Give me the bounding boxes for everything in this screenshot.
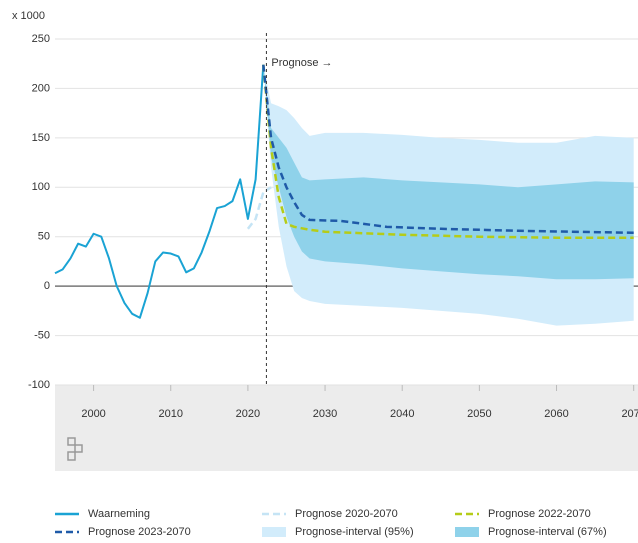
- x-tick-label: 2020: [236, 408, 260, 420]
- x-tick-label: 2030: [313, 408, 337, 420]
- legend-label: Prognose-interval (95%): [295, 526, 414, 538]
- x-tick-label: 2060: [544, 408, 568, 420]
- series-line: [54, 64, 265, 319]
- series-line: [262, 64, 634, 239]
- x-tick-label: 2070: [621, 408, 638, 420]
- y-tick-label: -50: [34, 329, 50, 341]
- series-line: [262, 64, 634, 235]
- band: [263, 64, 634, 280]
- unit-label: x 1000: [12, 10, 45, 22]
- x-tick-label: 2010: [158, 408, 182, 420]
- legend-label: Prognose-interval (67%): [488, 526, 607, 538]
- logo: [67, 437, 83, 461]
- y-tick-label: 100: [32, 181, 50, 193]
- legend-swatch: [262, 527, 286, 537]
- x-tick-label: 2040: [390, 408, 414, 420]
- x-tick-label: 2000: [81, 408, 105, 420]
- axis-panel: [55, 385, 638, 471]
- x-tick-label: 2050: [467, 408, 491, 420]
- y-tick-label: 200: [32, 82, 50, 94]
- legend-label: Prognose 2022-2070: [488, 508, 591, 520]
- y-tick-label: 0: [44, 280, 50, 292]
- y-tick-label: 50: [38, 231, 50, 243]
- legend-swatch: [455, 527, 479, 537]
- series-line: [246, 186, 272, 230]
- legend-label: Waarneming: [88, 508, 150, 520]
- y-tick-label: 150: [32, 132, 50, 144]
- annotation: Prognose →: [271, 57, 332, 69]
- y-tick-label: -100: [28, 379, 50, 391]
- y-tick-label: 250: [32, 33, 50, 45]
- legend-label: Prognose 2023-2070: [88, 526, 191, 538]
- legend-label: Prognose 2020-2070: [295, 508, 398, 520]
